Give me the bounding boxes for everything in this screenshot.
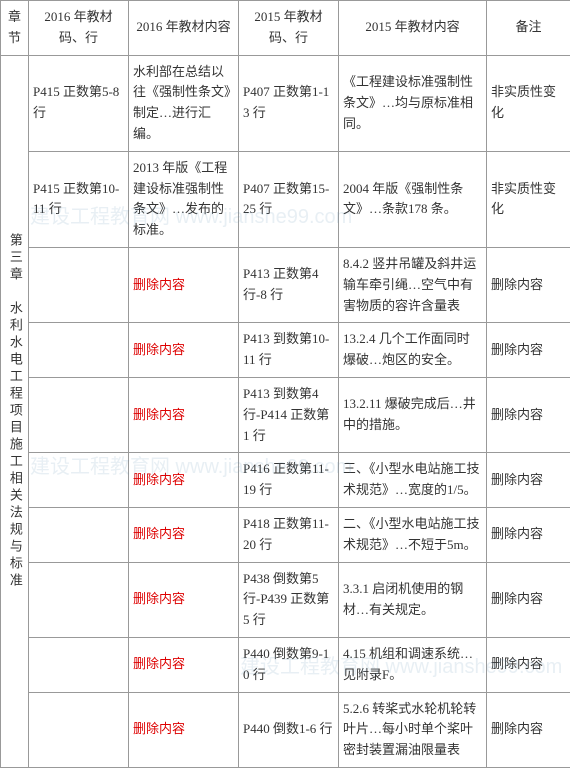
header-chapter: 章节 [1,1,29,56]
cell-content15: 《工程建设标准强制性条文》…均与原标准相同。 [339,55,487,151]
table-row: P415 正数第10-11 行2013 年版《工程建设标准强制性条文》…发布的标… [1,151,570,247]
cell-code15: P440 倒数第9-10 行 [239,637,339,692]
header-code16: 2016 年教材码、行 [29,1,129,56]
table-row: 删除内容P438 倒数第5 行-P439 正数第5 行3.3.1 启闭机使用的钢… [1,562,570,637]
cell-content16: 删除内容 [129,377,239,452]
cell-code16 [29,562,129,637]
cell-code15: P440 倒数1-6 行 [239,692,339,767]
cell-remark: 删除内容 [487,323,570,378]
table-row: 删除内容P418 正数第11-20 行二、《小型水电站施工技术规范》…不短于5m… [1,507,570,562]
cell-remark: 非实质性变化 [487,55,570,151]
chapter-cell: 第三章 水利水电工程项目施工相关法规与标准 [1,55,29,767]
cell-code16 [29,247,129,322]
cell-code15: P413 到数第10-11 行 [239,323,339,378]
table-row: 第三章 水利水电工程项目施工相关法规与标准P415 正数第5-8 行水利部在总结… [1,55,570,151]
cell-content15: 3.3.1 启闭机使用的钢材…有关规定。 [339,562,487,637]
cell-content16: 删除内容 [129,247,239,322]
header-remark: 备注 [487,1,570,56]
header-row: 章节 2016 年教材码、行 2016 年教材内容 2015 年教材码、行 20… [1,1,570,56]
cell-code16 [29,692,129,767]
cell-content16: 删除内容 [129,323,239,378]
cell-content16: 删除内容 [129,562,239,637]
cell-content16: 删除内容 [129,637,239,692]
cell-code16 [29,377,129,452]
cell-remark: 删除内容 [487,377,570,452]
cell-content15: 4.15 机组和调速系统…见附录F。 [339,637,487,692]
cell-code15: P413 正数第4 行-8 行 [239,247,339,322]
table-row: 删除内容P416 正数第11-19 行三、《小型水电站施工技术规范》…宽度的1/… [1,453,570,508]
cell-remark: 删除内容 [487,637,570,692]
cell-remark: 删除内容 [487,562,570,637]
header-code15: 2015 年教材码、行 [239,1,339,56]
cell-code15: P438 倒数第5 行-P439 正数第5 行 [239,562,339,637]
cell-remark: 删除内容 [487,507,570,562]
cell-content16: 删除内容 [129,507,239,562]
cell-code16: P415 正数第10-11 行 [29,151,129,247]
cell-content15: 2004 年版《强制性条文》…条款178 条。 [339,151,487,247]
cell-content15: 二、《小型水电站施工技术规范》…不短于5m。 [339,507,487,562]
cell-code15: P407 正数第15-25 行 [239,151,339,247]
cell-content15: 8.4.2 竖井吊罐及斜井运输车牵引绳…空气中有害物质的容许含量表 [339,247,487,322]
cell-content16: 水利部在总结以往《强制性条文》制定…进行汇编。 [129,55,239,151]
cell-code15: P416 正数第11-19 行 [239,453,339,508]
table-row: 删除内容P413 正数第4 行-8 行8.4.2 竖井吊罐及斜井运输车牵引绳…空… [1,247,570,322]
cell-content16: 删除内容 [129,692,239,767]
cell-content16: 2013 年版《工程建设标准强制性条文》…发布的标准。 [129,151,239,247]
header-content16: 2016 年教材内容 [129,1,239,56]
cell-code15: P418 正数第11-20 行 [239,507,339,562]
cell-code16 [29,637,129,692]
cell-code16 [29,453,129,508]
cell-code15: P407 正数第1-13 行 [239,55,339,151]
cell-remark: 删除内容 [487,692,570,767]
cell-code16 [29,507,129,562]
table-row: 删除内容P440 倒数第9-10 行4.15 机组和调速系统…见附录F。删除内容 [1,637,570,692]
table-row: 删除内容P413 到数第4 行-P414 正数第1 行13.2.11 爆破完成后… [1,377,570,452]
cell-code16: P415 正数第5-8 行 [29,55,129,151]
table-row: 删除内容P413 到数第10-11 行13.2.4 几个工作面同时爆破…炮区的安… [1,323,570,378]
cell-content15: 13.2.11 爆破完成后…井中的措施。 [339,377,487,452]
cell-remark: 非实质性变化 [487,151,570,247]
comparison-table: 章节 2016 年教材码、行 2016 年教材内容 2015 年教材码、行 20… [0,0,570,768]
cell-content15: 5.2.6 转桨式水轮机轮转叶片…每小时单个桨叶密封装置漏油限量表 [339,692,487,767]
header-content15: 2015 年教材内容 [339,1,487,56]
cell-code15: P413 到数第4 行-P414 正数第1 行 [239,377,339,452]
cell-remark: 删除内容 [487,247,570,322]
cell-remark: 删除内容 [487,453,570,508]
cell-content15: 13.2.4 几个工作面同时爆破…炮区的安全。 [339,323,487,378]
cell-content16: 删除内容 [129,453,239,508]
cell-code16 [29,323,129,378]
table-row: 删除内容P440 倒数1-6 行5.2.6 转桨式水轮机轮转叶片…每小时单个桨叶… [1,692,570,767]
cell-content15: 三、《小型水电站施工技术规范》…宽度的1/5。 [339,453,487,508]
